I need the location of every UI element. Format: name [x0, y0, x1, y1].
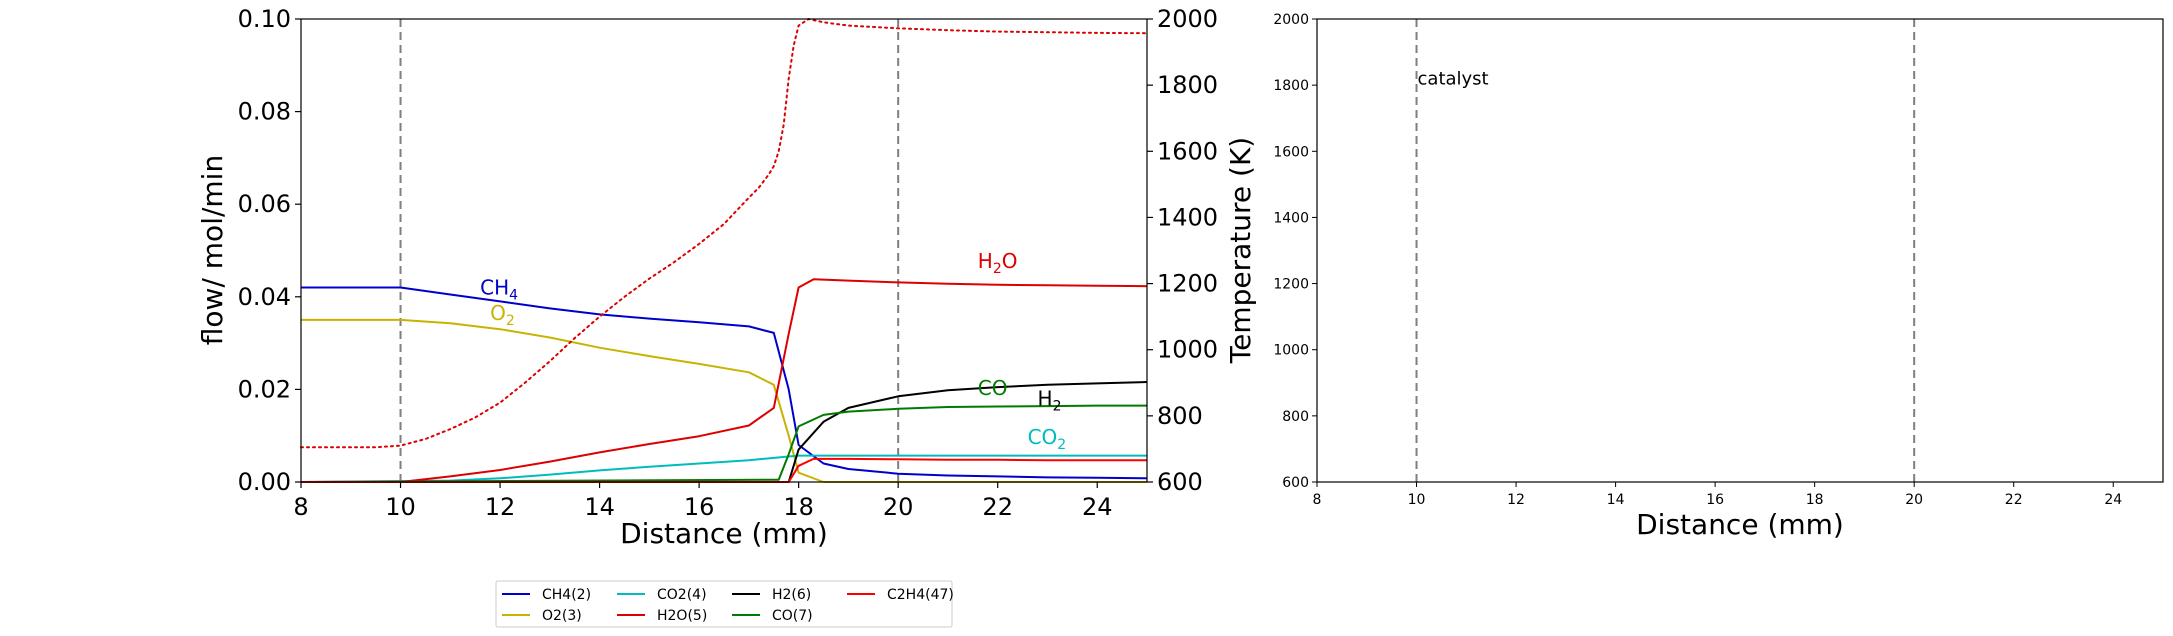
x-tick-label-7: 22	[982, 493, 1013, 521]
y-right-tick-label-6: 1800	[1157, 71, 1218, 99]
x-axis-label: Distance (mm)	[620, 517, 828, 550]
y-axis-label-right: Temperature (K)	[1224, 137, 1257, 364]
x-tick-label-right-panel-3: 14	[1607, 492, 1625, 508]
x-tick-label-right-panel-4: 16	[1706, 492, 1724, 508]
species-label-1: O2	[490, 301, 515, 329]
y-tick-label-right-panel-7: 2000	[1273, 12, 1309, 28]
flow-chart-ticks: 8 10 12 14 16 18 20 22 24 0.00 0.02 0.04 0.06 0.08 0.1…	[238, 5, 1219, 521]
x-tick-label-3: 14	[584, 493, 615, 521]
y-tick-label-4: 0.08	[238, 98, 291, 126]
x-tick-label-1: 10	[385, 493, 416, 521]
y-tick-label-right-panel-3: 1200	[1273, 277, 1309, 293]
x-tick-label-2: 12	[485, 493, 516, 521]
y-right-tick-label-3: 1200	[1157, 270, 1218, 298]
catalyst-label: catalyst	[1418, 69, 1489, 90]
legend-label-3: H2O(5)	[657, 608, 707, 624]
x-tick-label-right-panel-6: 20	[1905, 492, 1923, 508]
y-tick-label-3: 0.06	[238, 190, 291, 218]
legend-label-5: CO(7)	[772, 608, 813, 624]
series-line-7	[300, 18, 1148, 449]
species-label-4: H2	[1038, 387, 1062, 415]
y-tick-label-right-panel-4: 1400	[1273, 210, 1309, 226]
species-label-0: CH4	[480, 275, 518, 303]
series-line-4	[301, 381, 1148, 483]
y-right-tick-label-5: 1600	[1157, 137, 1218, 165]
y-axis-label-left: flow/ mol/min	[196, 155, 229, 345]
y-tick-label-1: 0.02	[238, 375, 291, 403]
temperature-chart-plot-area	[1415, 19, 1916, 482]
x-tick-label-right-panel-8: 24	[2104, 492, 2122, 508]
y-tick-label-right-panel-0: 600	[1282, 475, 1309, 491]
catalyst-annotation: catalyst	[1418, 69, 1489, 90]
species-label-3: CO	[978, 376, 1008, 400]
x-tick-label-right-panel-0: 8	[1313, 492, 1322, 508]
legend-label-2: CO2(4)	[657, 587, 707, 603]
y-right-tick-label-2: 1000	[1157, 336, 1218, 364]
y-tick-label-2: 0.04	[238, 283, 291, 311]
legend-label-0: CH4(2)	[542, 587, 591, 603]
y-right-tick-label-1: 800	[1157, 402, 1203, 430]
flow-chart-plot-area	[300, 18, 1148, 483]
x-tick-label-5: 18	[783, 493, 814, 521]
y-tick-label-5: 0.10	[238, 5, 291, 33]
series-line-3	[301, 278, 1148, 483]
legend: CH4(2) O2(3) CO2(4) H2O(5) H2(6) CO(7) C2H4(47…	[495, 580, 954, 628]
y-tick-label-right-panel-1: 800	[1282, 409, 1309, 425]
x-tick-label-6: 20	[883, 493, 914, 521]
x-tick-label-0: 8	[293, 493, 308, 521]
x-tick-label-8: 24	[1082, 493, 1113, 521]
x-axis-label-right-panel: Distance (mm)	[1636, 508, 1844, 541]
x-tick-label-4: 16	[684, 493, 715, 521]
x-tick-label-right-panel-7: 22	[2005, 492, 2023, 508]
y-tick-label-right-panel-6: 1800	[1273, 78, 1309, 94]
legend-label-6: C2H4(47)	[887, 587, 954, 603]
y-right-tick-label-7: 2000	[1157, 5, 1218, 33]
legend-label-4: H2(6)	[772, 587, 811, 603]
y-tick-label-0: 0.00	[238, 468, 291, 496]
legend-frame	[495, 580, 953, 628]
series-line-6	[301, 457, 1147, 483]
species-label-2: H2O	[978, 249, 1018, 277]
y-tick-label-right-panel-5: 1600	[1273, 144, 1309, 160]
temperature-chart-ticks: 8 10 12 14 16 18 20 22 24 600 800 1000 1200 1400 1600 1…	[1273, 12, 2122, 508]
legend-label-1: O2(3)	[542, 608, 582, 624]
temperature-chart-panel: 8 10 12 14 16 18 20 22 24 600 800 1000 1200 1400 1600 1…	[1273, 12, 2164, 541]
species-label-5: CO2	[1028, 425, 1067, 453]
x-tick-label-right-panel-5: 18	[1806, 492, 1824, 508]
y-right-tick-label-4: 1400	[1157, 203, 1218, 231]
y-tick-label-right-panel-2: 1000	[1273, 343, 1309, 359]
series-line-1	[301, 318, 1147, 483]
series-line-0	[301, 286, 1148, 480]
x-tick-label-right-panel-2: 12	[1507, 492, 1525, 508]
x-tick-label-right-panel-1: 10	[1408, 492, 1426, 508]
series-line-5	[300, 404, 1147, 483]
y-right-tick-label-0: 600	[1157, 468, 1203, 496]
flow-chart-frame	[300, 18, 1148, 483]
temperature-chart-frame	[1316, 18, 2164, 483]
flow-chart-panel: 8 10 12 14 16 18 20 22 24 0.00 0.02 0.04 0.06 0.08 0.1…	[196, 5, 1257, 550]
